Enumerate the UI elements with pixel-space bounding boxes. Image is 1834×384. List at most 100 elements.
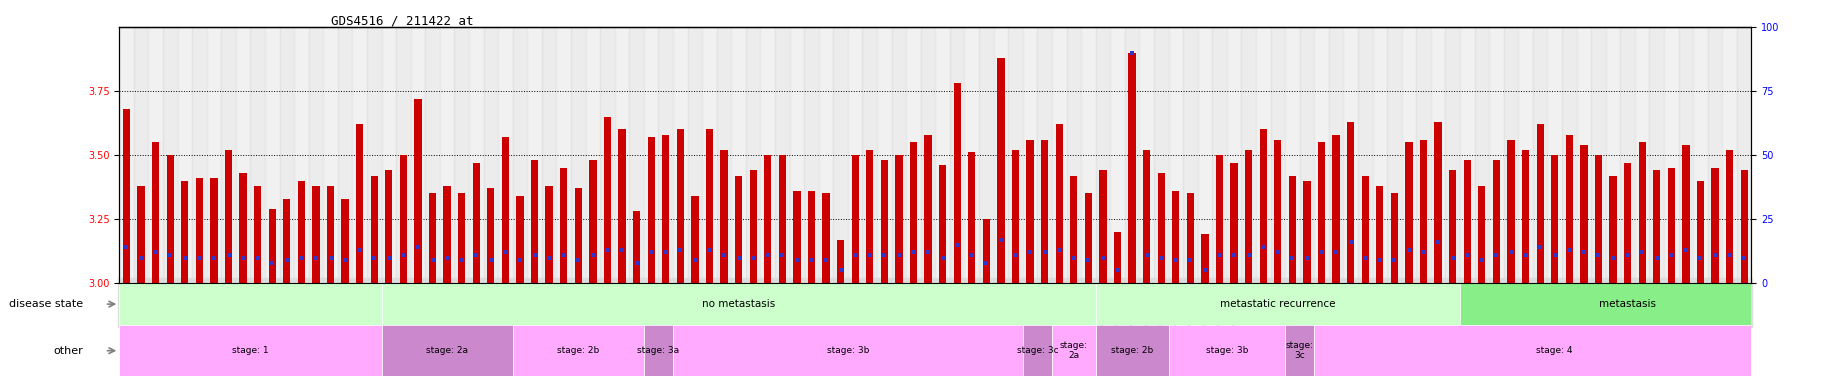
Bar <box>1227 27 1242 283</box>
Bar <box>1315 325 1795 376</box>
Bar <box>570 27 585 283</box>
Bar <box>906 27 921 283</box>
Point <box>783 257 812 263</box>
Bar <box>1168 27 1183 283</box>
Bar <box>152 142 160 283</box>
Bar <box>1300 27 1315 283</box>
Point <box>1161 257 1190 263</box>
Point <box>1409 249 1438 255</box>
Point <box>433 255 462 261</box>
Bar <box>1475 27 1489 283</box>
Bar <box>1012 150 1020 283</box>
Bar <box>1095 283 1460 325</box>
Bar <box>851 155 858 283</box>
Bar <box>455 27 470 283</box>
Point <box>622 260 651 266</box>
Bar <box>673 325 1023 376</box>
Point <box>315 255 345 261</box>
Bar <box>1592 27 1607 283</box>
Bar <box>370 175 378 283</box>
Point <box>242 255 271 261</box>
Bar <box>954 83 961 283</box>
Point <box>768 252 798 258</box>
Bar <box>1387 27 1401 283</box>
Bar <box>1080 27 1095 283</box>
Bar <box>1260 129 1267 283</box>
Bar <box>1157 173 1165 283</box>
Bar <box>847 27 862 283</box>
Bar <box>1242 27 1256 283</box>
Bar <box>264 27 279 283</box>
Bar <box>998 58 1005 283</box>
Bar <box>222 27 237 283</box>
Bar <box>1023 325 1053 376</box>
Bar <box>1696 180 1704 283</box>
Text: stage: 1: stage: 1 <box>233 346 270 355</box>
Bar <box>1478 186 1486 283</box>
Bar <box>411 27 425 283</box>
Point <box>1249 244 1278 250</box>
Point <box>1278 255 1308 261</box>
Bar <box>119 27 134 283</box>
Bar <box>138 186 145 283</box>
Point <box>534 255 563 261</box>
Bar <box>1607 27 1619 283</box>
Point <box>1656 252 1685 258</box>
Bar <box>1346 122 1353 283</box>
Bar <box>794 191 800 283</box>
Point <box>972 260 1001 266</box>
Text: stage:
3c: stage: 3c <box>1286 341 1313 361</box>
Bar <box>1737 27 1751 283</box>
Bar <box>968 152 976 283</box>
Text: disease state: disease state <box>9 299 83 309</box>
Bar <box>1649 27 1663 283</box>
Bar <box>1460 27 1475 283</box>
Bar <box>356 124 363 283</box>
Bar <box>396 27 411 283</box>
Point <box>1700 252 1729 258</box>
Bar <box>1420 140 1427 283</box>
Bar <box>341 199 348 283</box>
Bar <box>1084 194 1091 283</box>
Bar <box>658 27 673 283</box>
Bar <box>1056 124 1064 283</box>
Bar <box>633 211 640 283</box>
Bar <box>1449 170 1456 283</box>
Bar <box>473 163 481 283</box>
Text: stage:
2a: stage: 2a <box>1060 341 1088 361</box>
Point <box>1322 249 1352 255</box>
Point <box>506 257 536 263</box>
Point <box>636 249 666 255</box>
Bar <box>1489 27 1504 283</box>
Bar <box>662 134 669 283</box>
Point <box>215 252 244 258</box>
Bar <box>1095 325 1168 376</box>
Point <box>492 249 521 255</box>
Point <box>825 267 855 273</box>
Bar <box>935 27 950 283</box>
Point <box>1073 257 1102 263</box>
Bar <box>1634 27 1649 283</box>
Point <box>1555 247 1585 253</box>
Point <box>519 252 548 258</box>
Bar <box>1434 122 1442 283</box>
Text: stage: 3b: stage: 3b <box>1205 346 1247 355</box>
Point <box>943 242 972 248</box>
Bar <box>691 196 699 283</box>
Bar <box>833 27 847 283</box>
Bar <box>706 129 713 283</box>
Bar <box>1271 27 1286 283</box>
Bar <box>517 196 525 283</box>
Bar <box>1357 27 1372 283</box>
Point <box>1453 252 1482 258</box>
Bar <box>1053 27 1067 283</box>
Bar <box>1638 142 1645 283</box>
Bar <box>119 283 381 325</box>
Bar <box>1067 27 1080 283</box>
Bar <box>268 209 275 283</box>
Point <box>1394 247 1423 253</box>
Point <box>418 257 447 263</box>
Text: metastatic recurrence: metastatic recurrence <box>1220 299 1335 309</box>
Point <box>462 252 492 258</box>
Point <box>1497 249 1526 255</box>
